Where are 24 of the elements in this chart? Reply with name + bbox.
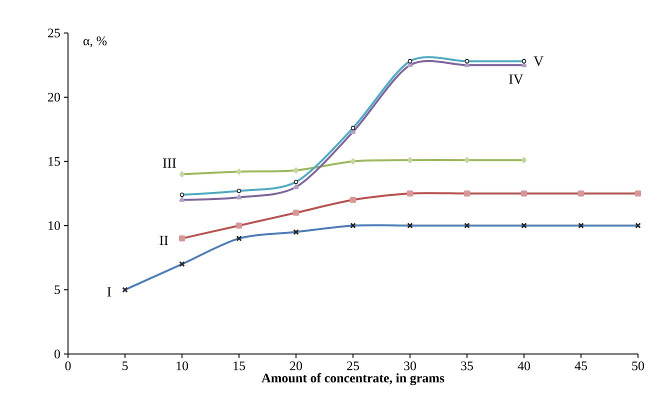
series-label: II [160, 236, 168, 246]
x-tick-label: 20 [290, 362, 302, 370]
series-label: V [534, 56, 544, 66]
x-tick-label: 15 [234, 362, 245, 370]
series-label: IV [509, 74, 524, 84]
series-label: III [162, 158, 176, 168]
x-tick-label: 10 [176, 362, 188, 370]
y-tick-label: 5 [54, 285, 60, 294]
x-tick-label: 40 [518, 362, 530, 370]
y-tick-label: 15 [48, 157, 60, 166]
x-tick-label: 5 [122, 362, 128, 370]
x-tick-label: 0 [65, 362, 71, 370]
y-tick-label: 10 [48, 221, 60, 230]
x-tick-label: 45 [574, 362, 587, 370]
y-tick-label: 0 [54, 350, 60, 358]
x-tick-label: 50 [632, 362, 644, 370]
x-tick-label: 25 [347, 362, 359, 370]
x-tick-label: 35 [461, 362, 473, 370]
y-tick-label: 25 [48, 28, 60, 38]
x-tick-label: 30 [404, 362, 416, 370]
series-label: I [107, 287, 111, 296]
y-tick-label: 20 [48, 92, 60, 102]
y-axis-title: α, % [83, 36, 107, 48]
x-axis-title: Amount of concentrate, in grams [262, 373, 444, 386]
